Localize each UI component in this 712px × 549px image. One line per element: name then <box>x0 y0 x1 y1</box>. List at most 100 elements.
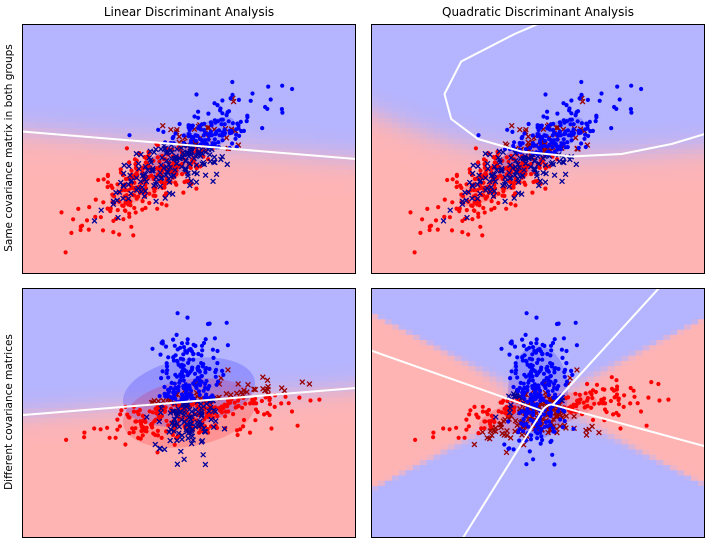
region-cell <box>28 143 37 150</box>
region-cell <box>614 128 623 134</box>
region-cell <box>175 216 183 223</box>
region-cell <box>63 227 72 233</box>
region-cell <box>544 117 553 124</box>
region-cell <box>147 195 155 202</box>
region-cell <box>237 102 246 108</box>
region-cell <box>182 24 190 30</box>
region-cell <box>126 206 134 213</box>
region-cell <box>614 206 623 213</box>
region-cell <box>272 122 281 129</box>
region-cell <box>49 143 58 150</box>
region-cell <box>22 112 30 119</box>
region-cell <box>133 133 141 140</box>
point-class1 <box>212 137 217 142</box>
region-cell <box>621 263 630 270</box>
region-cell <box>656 50 664 56</box>
region-cell <box>258 247 267 254</box>
region-cell <box>447 143 456 150</box>
region-cell <box>419 128 428 134</box>
region-cell <box>579 112 588 119</box>
region-cell <box>77 258 86 265</box>
region-cell <box>524 242 532 249</box>
region-cell <box>202 258 211 265</box>
region-cell <box>119 55 127 62</box>
region-cell <box>154 221 162 228</box>
region-cell <box>586 133 595 140</box>
region-cell <box>656 175 664 181</box>
region-cell <box>461 268 470 274</box>
region-cell <box>77 138 86 145</box>
region-cell <box>663 164 671 171</box>
region-cell <box>105 253 114 259</box>
region-cell <box>175 195 183 202</box>
region-cell <box>35 102 44 108</box>
region-cell <box>517 206 525 213</box>
region-cell <box>335 195 343 202</box>
region-cell <box>468 221 476 228</box>
region-cell <box>175 50 183 56</box>
region-cell <box>468 253 476 259</box>
region-cell <box>77 185 86 192</box>
region-cell <box>49 91 58 98</box>
region-cell <box>635 91 643 98</box>
region-cell <box>28 76 37 82</box>
region-cell <box>293 81 301 88</box>
region-cell <box>656 86 664 93</box>
region-cell <box>628 102 637 108</box>
region-cell <box>663 211 671 218</box>
region-cell <box>371 29 379 36</box>
region-cell <box>377 221 386 228</box>
region-cell <box>22 206 30 213</box>
region-cell <box>538 206 546 213</box>
region-cell <box>195 70 204 77</box>
region-cell <box>607 195 616 202</box>
region-cell <box>168 253 176 259</box>
region-cell <box>572 175 581 181</box>
region-cell <box>279 237 288 244</box>
region-cell <box>489 60 497 67</box>
region-cell <box>300 258 308 265</box>
region-cell <box>544 216 553 223</box>
region-cell <box>175 227 183 233</box>
region-cell <box>342 164 350 171</box>
region-cell <box>328 70 336 77</box>
region-cell <box>628 159 637 166</box>
region-cell <box>663 91 671 98</box>
region-cell <box>223 29 232 36</box>
region-cell <box>216 247 225 254</box>
region-cell <box>440 70 449 77</box>
point-class1 <box>250 91 255 96</box>
region-cell <box>377 258 386 265</box>
region-cell <box>558 81 567 88</box>
region-cell <box>300 195 308 202</box>
region-cell <box>433 138 442 145</box>
region-cell <box>286 112 294 119</box>
region-cell <box>216 164 225 171</box>
region-cell <box>524 263 532 270</box>
region-cell <box>628 50 637 56</box>
region-cell <box>161 216 169 223</box>
region-cell <box>49 44 58 51</box>
region-cell <box>133 253 141 259</box>
region-cell <box>63 133 72 140</box>
region-cell <box>230 81 239 88</box>
region-cell <box>558 201 567 207</box>
region-cell <box>147 216 155 223</box>
region-cell <box>56 76 65 82</box>
region-cell <box>342 169 350 176</box>
region-cell <box>293 180 301 187</box>
region-cell <box>293 107 301 114</box>
region-cell <box>656 138 664 145</box>
region-cell <box>195 91 204 98</box>
region-cell <box>28 216 37 223</box>
region-cell <box>216 44 225 51</box>
misclassified-class1 <box>210 159 217 165</box>
region-cell <box>84 211 93 218</box>
region-cell <box>189 185 197 192</box>
region-cell <box>328 24 336 30</box>
region-cell <box>279 70 288 77</box>
region-cell <box>202 221 211 228</box>
region-cell <box>161 112 169 119</box>
region-cell <box>189 211 197 218</box>
region-cell <box>531 91 539 98</box>
